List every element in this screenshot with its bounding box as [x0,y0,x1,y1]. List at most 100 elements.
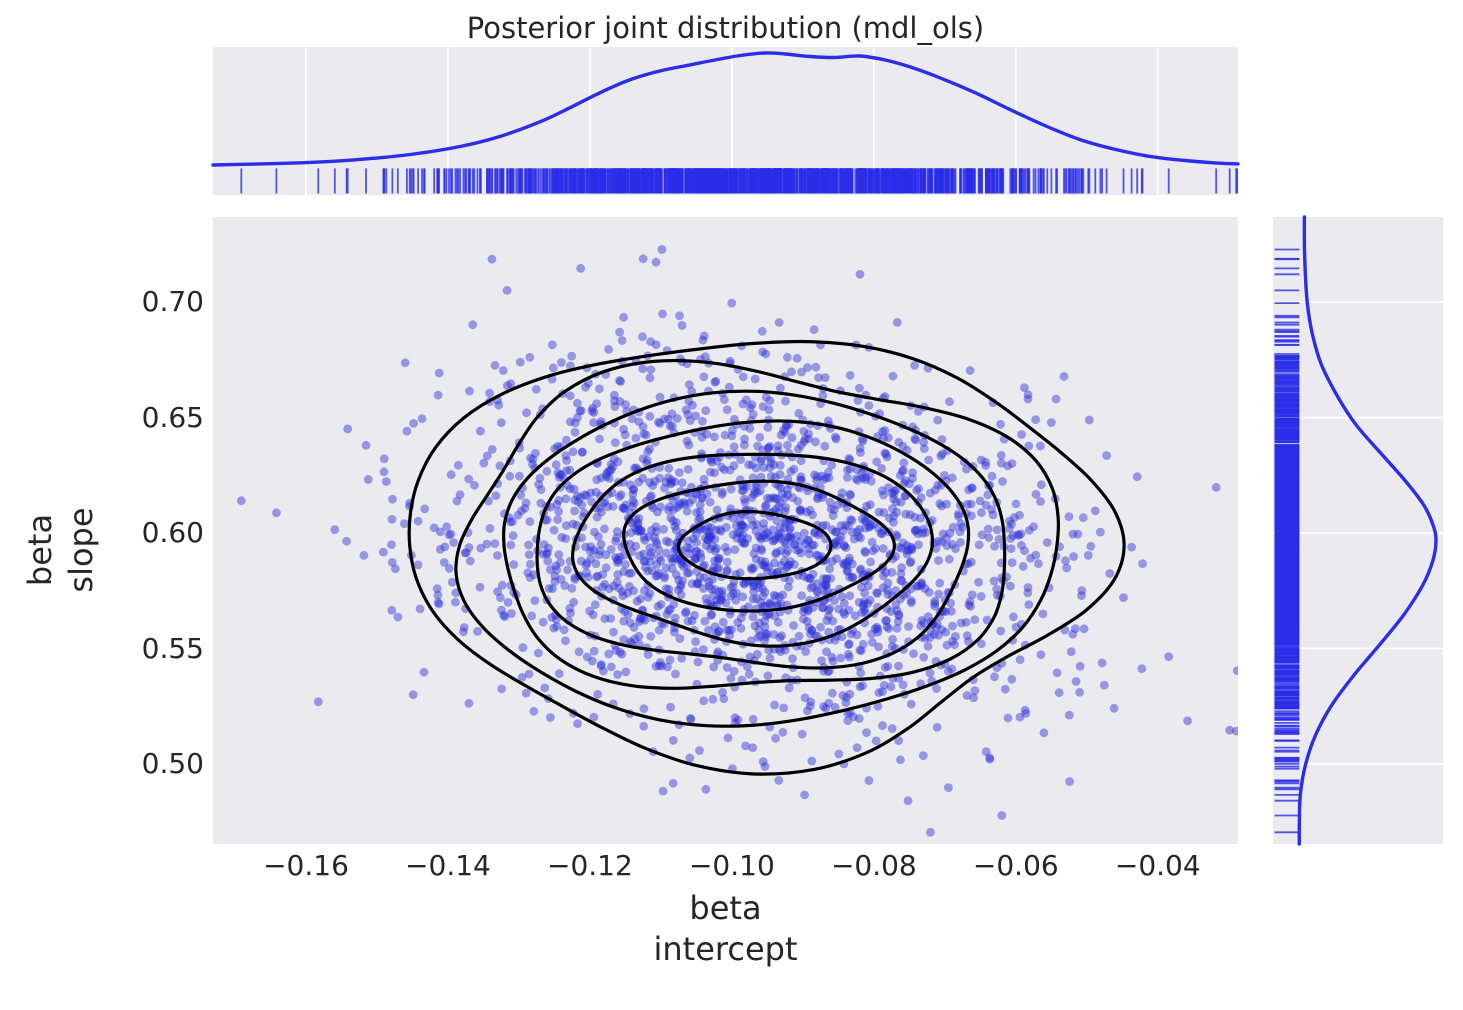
scatter-point [695,746,704,755]
scatter-point [822,574,831,584]
scatter-point [589,712,599,722]
scatter-point [451,597,460,607]
scatter-point [442,522,451,532]
scatter-point [1059,372,1069,381]
scatter-point [947,664,957,674]
scatter-point [566,608,575,618]
scatter-point [655,473,665,483]
scatter-point [363,475,373,484]
scatter-point [786,534,796,543]
scatter-point [876,528,886,538]
scatter-point [536,485,546,494]
scatter-point [1132,472,1142,481]
scatter-point [823,416,833,426]
scatter-point [580,490,590,500]
scatter-point [621,500,631,510]
scatter-point [777,489,787,499]
scatter-point [601,550,611,560]
scatter-point [852,743,862,752]
scatter-point [565,417,575,427]
scatter-point [720,430,730,440]
scatter-point [918,751,928,760]
scatter-point [617,649,627,659]
scatter-point [417,414,427,424]
scatter-point [606,662,616,672]
scatter-point [703,535,712,545]
scatter-point [945,397,954,407]
scatter-point [843,465,852,475]
scatter-point [855,645,865,655]
scatter-point [570,495,580,505]
scatter-point [738,530,747,540]
scatter-point [561,534,571,543]
scatter-point [646,632,656,641]
scatter-point [765,598,775,607]
scatter-point [699,584,708,593]
scatter-point [825,603,835,613]
scatter-point [619,616,629,626]
scatter-point [400,358,410,368]
scatter-point [758,402,768,411]
scatter-point [848,572,857,582]
scatter-point [647,548,656,557]
scatter-point [760,636,769,646]
scatter-point [589,545,599,555]
scatter-point [613,558,622,567]
scatter-point [658,309,667,319]
scatter-point [654,553,664,563]
scatter-point [764,405,774,415]
scatter-point [387,540,396,550]
scatter-point [996,626,1006,636]
scatter-point [930,601,940,611]
scatter-point [784,560,794,570]
scatter-point [916,581,926,591]
scatter-point [596,660,606,669]
scatter-point [687,579,697,589]
scatter-point [797,475,806,485]
scatter-point [807,756,817,766]
scatter-point [606,545,616,554]
scatter-point [857,608,867,617]
scatter-point [844,605,854,615]
scatter-point [577,500,587,510]
scatter-point [726,484,736,494]
scatter-point [857,469,866,478]
scatter-point [924,455,933,465]
scatter-point [819,702,828,711]
scatter-point [698,335,708,345]
scatter-point [861,472,871,482]
scatter-point [750,374,760,384]
scatter-point [790,540,800,550]
scatter-point [839,559,848,568]
scatter-point [735,516,745,526]
scatter-point [813,551,823,560]
scatter-point [985,753,995,763]
scatter-point [714,563,723,573]
scatter-point [827,652,837,662]
scatter-point [885,513,894,523]
scatter-point [675,500,684,510]
scatter-point [888,504,897,514]
scatter-point [792,531,802,541]
scatter-point [796,472,806,481]
scatter-point [755,618,764,628]
scatter-point [799,426,809,436]
scatter-point [777,631,787,641]
scatter-point [542,466,552,476]
scatter-point [633,518,643,528]
scatter-point [884,624,894,633]
scatter-point [830,538,840,548]
scatter-point [639,532,649,542]
scatter-point [709,563,719,573]
scatter-point [629,586,638,596]
scatter-point [880,448,890,458]
scatter-point [855,269,865,279]
scatter-point [776,528,785,538]
scatter-point [916,621,926,631]
scatter-point [739,539,749,548]
scatter-point [581,560,591,570]
scatter-point [747,493,757,502]
scatter-point [692,579,702,589]
scatter-point [808,603,818,612]
scatter-point [567,351,577,361]
